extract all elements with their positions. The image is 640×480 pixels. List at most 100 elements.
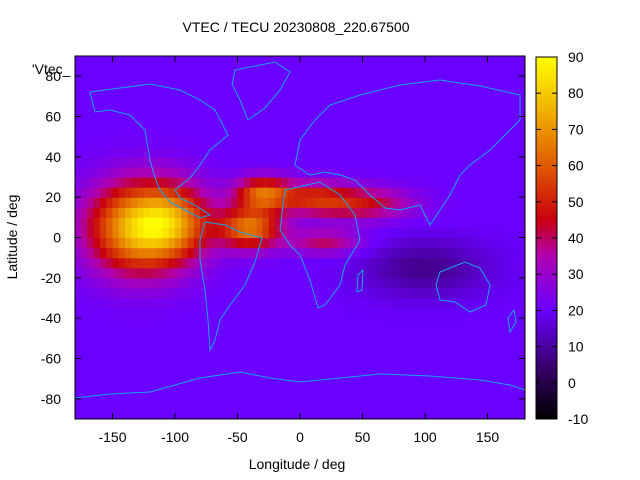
heatmap-cell: [437, 187, 445, 198]
heatmap-cell: [512, 177, 520, 188]
heatmap-cell: [318, 146, 326, 158]
heatmap-cell: [162, 388, 170, 400]
heatmap-cell: [81, 166, 89, 178]
heatmap-cell: [256, 227, 264, 239]
heatmap-cell: [493, 126, 501, 138]
heatmap-cell: [106, 267, 114, 279]
heatmap-cell: [281, 146, 289, 158]
heatmap-cell: [206, 287, 214, 299]
heatmap-cell: [456, 207, 464, 218]
heatmap-cell: [250, 378, 257, 390]
heatmap-cell: [75, 287, 82, 299]
heatmap-cell: [106, 76, 114, 87]
heatmap-cell: [175, 388, 182, 400]
heatmap-cell: [350, 358, 357, 370]
heatmap-cell: [443, 398, 451, 410]
heatmap-cell: [362, 106, 370, 118]
heatmap-cell: [468, 338, 476, 350]
heatmap-cell: [81, 358, 89, 370]
heatmap-cell: [437, 76, 445, 87]
heatmap-cell: [481, 348, 489, 360]
heatmap-cell: [81, 338, 89, 350]
heatmap-cell: [225, 207, 232, 218]
heatmap-cell: [93, 318, 101, 329]
heatmap-cell: [137, 177, 145, 188]
heatmap-cell: [418, 287, 426, 299]
heatmap-cell: [343, 166, 351, 178]
heatmap-cell: [500, 298, 507, 309]
heatmap-cell: [87, 267, 95, 279]
heatmap-cell: [143, 398, 151, 410]
heatmap-cell: [250, 217, 257, 229]
heatmap-cell: [118, 277, 126, 289]
heatmap-cell: [318, 277, 326, 289]
heatmap-cell: [81, 197, 89, 208]
heatmap-cell: [406, 156, 414, 168]
heatmap-cell: [212, 76, 220, 87]
heatmap-cell: [300, 398, 307, 410]
heatmap-cell: [462, 338, 470, 350]
heatmap-cell: [243, 187, 251, 198]
heatmap-cell: [475, 56, 482, 67]
heatmap-cell: [350, 257, 357, 269]
heatmap-cell: [431, 388, 439, 400]
heatmap-cell: [362, 116, 370, 128]
heatmap-cell: [287, 358, 295, 370]
heatmap-cell: [506, 106, 514, 118]
heatmap-cell: [118, 338, 126, 350]
heatmap-cell: [481, 76, 489, 87]
heatmap-cell: [350, 247, 357, 259]
heatmap-cell: [356, 298, 364, 309]
heatmap-cell: [481, 298, 489, 309]
heatmap-cell: [443, 126, 451, 138]
heatmap-cell: [475, 177, 482, 188]
heatmap-cell: [393, 126, 401, 138]
heatmap-cell: [318, 66, 326, 77]
heatmap-cell: [281, 86, 289, 97]
heatmap-cell: [75, 146, 82, 158]
heatmap-cell: [468, 136, 476, 148]
heatmap-cell: [156, 106, 164, 118]
heatmap-cell: [393, 398, 401, 410]
heatmap-cell: [456, 177, 464, 188]
heatmap-cell: [262, 318, 270, 329]
heatmap-cell: [381, 388, 389, 400]
heatmap-cell: [281, 358, 289, 370]
heatmap-cell: [137, 358, 145, 370]
heatmap-cell: [412, 126, 420, 138]
heatmap-cell: [431, 338, 439, 350]
heatmap-cell: [193, 318, 201, 329]
heatmap-cell: [500, 207, 507, 218]
heatmap-cell: [318, 227, 326, 239]
heatmap-cell: [168, 207, 176, 218]
heatmap-cell: [325, 287, 332, 299]
heatmap-cell: [331, 116, 339, 128]
heatmap-cell: [156, 308, 164, 319]
heatmap-cell: [450, 166, 457, 178]
heatmap-cell: [250, 358, 257, 370]
heatmap-cell: [468, 126, 476, 138]
heatmap-cell: [368, 66, 376, 77]
heatmap-cell: [243, 66, 251, 77]
heatmap-cell: [93, 116, 101, 128]
heatmap-cell: [425, 247, 432, 259]
heatmap-cell: [481, 408, 489, 419]
heatmap-cell: [518, 156, 525, 168]
heatmap-cell: [506, 207, 514, 218]
heatmap-cell: [206, 166, 214, 178]
heatmap-cell: [443, 277, 451, 289]
heatmap-cell: [506, 277, 514, 289]
heatmap-cell: [306, 257, 314, 269]
heatmap-cell: [181, 358, 189, 370]
heatmap-cell: [112, 348, 120, 360]
heatmap-cell: [81, 116, 89, 128]
heatmap-cell: [387, 247, 395, 259]
heatmap-cell: [387, 237, 395, 249]
heatmap-cell: [437, 116, 445, 128]
heatmap-cell: [300, 408, 307, 419]
heatmap-cell: [312, 76, 320, 87]
heatmap-cell: [450, 318, 457, 329]
heatmap-cell: [475, 298, 482, 309]
heatmap-cell: [81, 298, 89, 309]
heatmap-cell: [431, 348, 439, 360]
